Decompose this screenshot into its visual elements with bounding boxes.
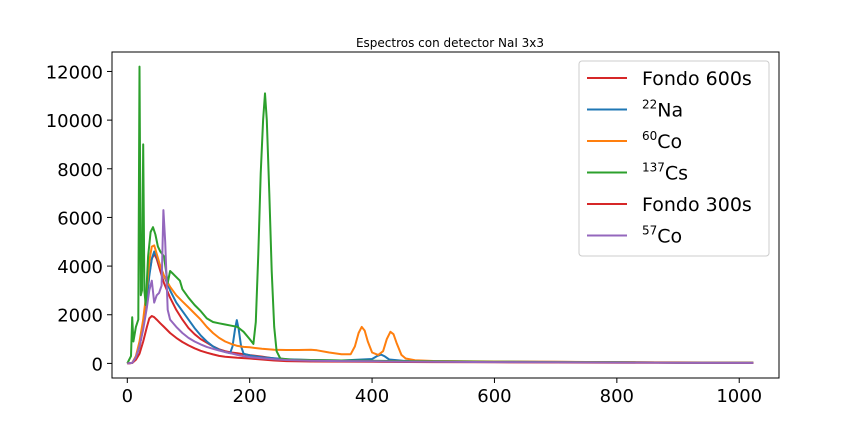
legend-label: Fondo 300s bbox=[642, 194, 752, 216]
legend-label: 137Cs bbox=[642, 161, 688, 185]
series-line-2 bbox=[127, 244, 754, 365]
y-tick-label: 8000 bbox=[57, 160, 103, 181]
legend-label: 60Co bbox=[642, 129, 682, 153]
x-tick-label: 0 bbox=[122, 386, 133, 407]
legend-label: Fondo 600s bbox=[642, 68, 752, 90]
axes-frame bbox=[111, 51, 780, 379]
legend: Fondo 600s 22Na 60Co 137Cs Fondo 300s 57Co bbox=[578, 60, 770, 257]
x-tick-label: 600 bbox=[477, 386, 511, 407]
x-tick-label: 200 bbox=[233, 386, 267, 407]
plot-lines bbox=[126, 65, 754, 365]
y-tick-label: 2000 bbox=[57, 306, 103, 327]
legend-label: 22Na bbox=[642, 98, 683, 122]
y-tick-label: 12000 bbox=[46, 62, 103, 83]
chart-title: Espectros con detector NaI 3x3 bbox=[356, 36, 544, 50]
legend-label: 57Co bbox=[642, 224, 682, 248]
x-tick-label: 800 bbox=[600, 386, 634, 407]
y-axis: 0 2000 4000 6000 8000 10000 12000 bbox=[46, 62, 112, 375]
x-tick-label: 1000 bbox=[716, 386, 762, 407]
y-tick-label: 0 bbox=[92, 354, 103, 375]
x-tick-label: 400 bbox=[355, 386, 389, 407]
y-tick-label: 10000 bbox=[46, 111, 103, 132]
y-tick-label: 6000 bbox=[57, 208, 103, 229]
x-axis: 0 200 400 600 800 1000 bbox=[122, 378, 762, 407]
series-line-1 bbox=[127, 250, 754, 365]
series-line-5 bbox=[127, 209, 754, 365]
y-tick-label: 4000 bbox=[57, 257, 103, 278]
